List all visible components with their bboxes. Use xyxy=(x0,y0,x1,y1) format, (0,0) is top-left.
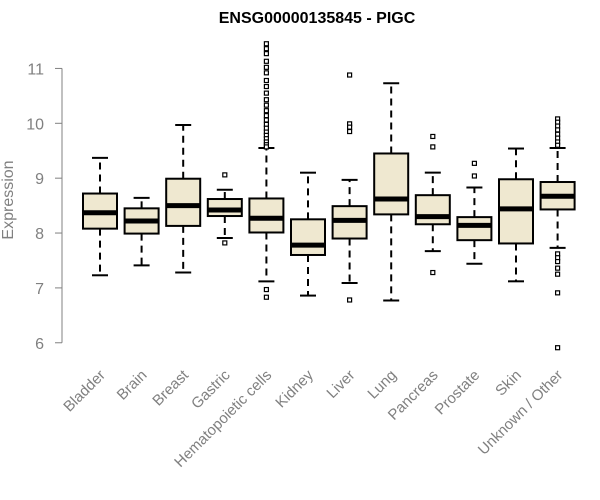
outlier-point xyxy=(263,97,269,103)
outlier-point xyxy=(471,160,477,166)
outlier-point xyxy=(263,108,269,114)
outlier-point xyxy=(430,144,436,150)
iqr-box xyxy=(165,177,202,227)
y-tick-label: 6 xyxy=(35,336,44,353)
category-label: Lung xyxy=(364,367,400,403)
outlier-point xyxy=(347,128,353,135)
category-label: Skin xyxy=(492,367,525,400)
box-gastric xyxy=(206,172,243,246)
outlier-point xyxy=(554,345,561,351)
outlier-point xyxy=(430,133,436,140)
outlier-point xyxy=(263,51,269,57)
category-label: Breast xyxy=(149,366,192,409)
outlier-point xyxy=(263,90,269,96)
outlier-point xyxy=(263,294,269,300)
category-label: Brain xyxy=(114,367,151,404)
outlier-point xyxy=(554,127,561,133)
box-skin xyxy=(498,147,534,283)
category-label: Prostate xyxy=(432,367,484,419)
outlier-point xyxy=(554,258,561,265)
iqr-box xyxy=(290,218,326,256)
y-tick-label: 7 xyxy=(35,281,44,298)
y-tick-label: 9 xyxy=(35,171,44,188)
outlier-point xyxy=(554,265,561,271)
outlier-point xyxy=(263,77,269,84)
box-kidney xyxy=(290,171,326,297)
box-liver xyxy=(331,72,368,303)
box-prostate xyxy=(456,160,493,265)
outlier-point xyxy=(554,290,561,296)
category-label: Bladder xyxy=(60,367,109,416)
outlier-point xyxy=(263,286,269,293)
outlier-point xyxy=(471,173,477,179)
iqr-box xyxy=(456,216,493,242)
outlier-point xyxy=(263,117,269,123)
outlier-point xyxy=(554,142,561,148)
category-label: Liver xyxy=(323,367,358,402)
iqr-box xyxy=(248,197,285,234)
y-tick-label: 10 xyxy=(26,116,44,133)
outlier-point xyxy=(263,70,269,76)
y-axis: 6 7 8 9 10 11 xyxy=(26,61,63,353)
outlier-point xyxy=(222,172,228,178)
outlier-point xyxy=(430,269,436,276)
iqr-box xyxy=(373,152,410,216)
outlier-point xyxy=(263,144,269,150)
iqr-box xyxy=(414,194,451,226)
outlier-point xyxy=(347,297,353,303)
outlier-point xyxy=(347,124,353,130)
outlier-point xyxy=(347,72,353,78)
box-bladder xyxy=(82,156,118,277)
outlier-point xyxy=(263,58,269,64)
y-tick-label: 8 xyxy=(35,226,44,243)
outlier-point xyxy=(263,46,269,52)
outlier-point xyxy=(263,83,269,90)
box-lung xyxy=(373,82,410,302)
box-pancreas xyxy=(414,133,451,276)
box-hematopoietic-cells xyxy=(248,41,285,300)
box-unknown-other xyxy=(539,116,576,351)
outlier-point xyxy=(263,41,269,47)
outlier-point xyxy=(263,113,269,119)
chart-title: ENSG00000135845 - PIGC xyxy=(219,10,416,27)
y-tick-label: 11 xyxy=(27,61,44,78)
outlier-point xyxy=(554,271,561,277)
outlier-point xyxy=(263,64,269,70)
box-brain xyxy=(123,196,160,267)
plot-area xyxy=(82,41,576,351)
box-breast xyxy=(165,123,202,274)
category-label: Kidney xyxy=(272,366,317,411)
y-axis-label: Expression xyxy=(0,160,17,239)
outlier-point xyxy=(222,240,228,246)
outlier-point xyxy=(263,102,269,108)
